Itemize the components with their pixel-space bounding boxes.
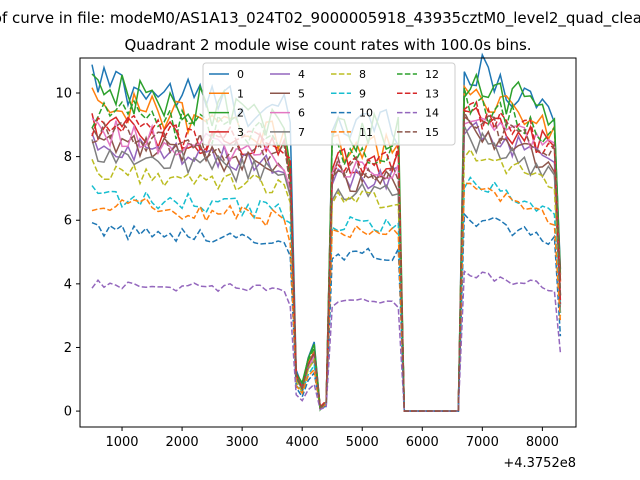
legend-label-7: 7	[298, 126, 305, 139]
legend-label-9: 9	[359, 87, 366, 100]
x-tick-label: 7000	[466, 435, 499, 450]
legend-frame	[202, 62, 456, 146]
series-line-11	[91, 182, 562, 412]
legend-label-10: 10	[359, 107, 373, 120]
legend-label-11: 11	[359, 126, 373, 139]
chart-title: Quadrant 2 module wise count rates with …	[124, 36, 531, 54]
y-tick-label: 4	[64, 277, 72, 292]
series-layer	[91, 52, 562, 412]
series-line-15	[91, 109, 562, 412]
x-axis-offset-label: +4.3752e8	[503, 456, 576, 471]
axes-frame	[79, 57, 577, 428]
series-line-14	[91, 269, 562, 412]
y-tick-label: 0	[64, 405, 72, 420]
x-tick-label: 3000	[226, 435, 259, 450]
legend-label-13: 13	[425, 87, 439, 100]
y-tick-label: 10	[55, 86, 72, 101]
x-tick-label: 1000	[105, 435, 138, 450]
y-tick-label: 8	[64, 150, 72, 165]
x-tick-label: 4000	[286, 435, 319, 450]
x-tick-label: 2000	[166, 435, 199, 450]
x-tick-label: 8000	[526, 435, 559, 450]
x-tick-label: 6000	[406, 435, 439, 450]
legend-label-1: 1	[237, 87, 244, 100]
figure-supertitle: Plot of curve in file: modeM0/AS1A13_024…	[0, 9, 640, 28]
x-tick-label: 5000	[346, 435, 379, 450]
legend-label-2: 2	[237, 107, 244, 120]
y-tick-label: 2	[64, 341, 72, 356]
legend-label-12: 12	[425, 68, 439, 81]
series-line-10	[91, 212, 562, 412]
legend-label-0: 0	[237, 68, 244, 81]
legend-label-6: 6	[298, 107, 305, 120]
y-tick-label: 6	[64, 214, 72, 229]
legend-label-15: 15	[425, 126, 439, 139]
legend-label-3: 3	[237, 126, 244, 139]
legend-label-8: 8	[359, 68, 366, 81]
series-line-13	[91, 100, 562, 412]
legend-label-4: 4	[298, 68, 305, 81]
legend-label-14: 14	[425, 107, 439, 120]
legend-label-5: 5	[298, 87, 305, 100]
